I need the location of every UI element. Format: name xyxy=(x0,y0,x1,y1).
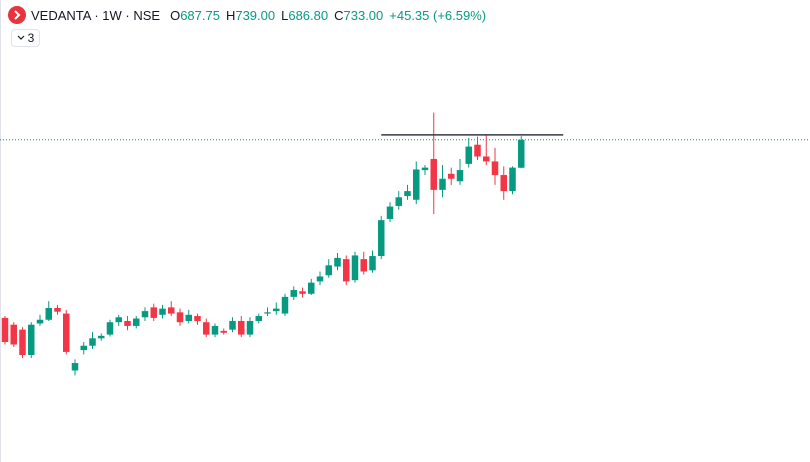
candle-body xyxy=(229,320,236,330)
close-label: C xyxy=(334,7,344,23)
candle-body xyxy=(159,308,166,315)
high-label: H xyxy=(225,7,236,23)
candle-body xyxy=(273,308,280,312)
candle-body xyxy=(71,363,79,371)
candle-body xyxy=(220,330,227,333)
candle-body xyxy=(133,318,140,326)
candle-body xyxy=(369,256,376,271)
candle-body xyxy=(439,178,446,190)
low-label: L xyxy=(281,7,289,23)
candle-body xyxy=(308,282,315,294)
candle-body xyxy=(474,144,481,157)
candle-body xyxy=(19,329,26,356)
candle-body xyxy=(430,158,437,190)
symbol[interactable]: VEDANTA · 1W · NSE xyxy=(31,7,161,23)
candle-body xyxy=(150,307,157,318)
candle-body xyxy=(28,324,35,356)
candle-body xyxy=(395,197,402,206)
candle-body xyxy=(378,220,385,257)
candle-body xyxy=(448,173,455,179)
candle-body xyxy=(98,335,105,339)
candle-body xyxy=(413,169,420,200)
candle-body xyxy=(404,191,411,197)
candle-body xyxy=(316,276,324,282)
candle-body xyxy=(483,156,490,162)
candle-body xyxy=(63,313,70,352)
candle-body xyxy=(80,345,87,351)
candle-body xyxy=(246,320,254,335)
candle-body xyxy=(54,308,61,312)
candle-body xyxy=(203,322,210,335)
candle-body xyxy=(386,206,394,219)
candle-body xyxy=(491,161,499,176)
candle-body xyxy=(299,291,306,294)
close-value: 733.00 xyxy=(343,7,384,23)
change: +45.35 (+6.59%) xyxy=(389,7,487,23)
candle-body xyxy=(238,320,245,335)
open-value: 687.75 xyxy=(180,7,220,23)
symbol-logo xyxy=(8,6,26,24)
candle-body xyxy=(500,175,507,192)
candle-body xyxy=(334,257,341,267)
candle-body xyxy=(264,312,271,314)
candle-body xyxy=(325,265,332,276)
candle-body xyxy=(465,146,472,164)
high-value: 739.00 xyxy=(235,7,276,23)
candle-body xyxy=(115,317,122,323)
candle-body xyxy=(141,311,149,318)
candle-body xyxy=(1,317,9,343)
candle-body xyxy=(343,259,350,282)
candle-body xyxy=(360,259,367,272)
candle-body xyxy=(456,170,464,182)
candle-body xyxy=(194,316,201,321)
candle-body xyxy=(36,319,44,324)
indicator-count: 3 xyxy=(27,31,35,45)
candle-body xyxy=(185,314,192,321)
low-value: 686.80 xyxy=(288,7,329,23)
candle-body xyxy=(10,324,17,345)
candle-body xyxy=(421,167,429,171)
candle-body xyxy=(509,167,516,192)
candle-body xyxy=(281,296,289,314)
candle-body xyxy=(351,255,359,281)
candle-body xyxy=(89,338,96,346)
candle-body xyxy=(168,307,175,314)
candle-body xyxy=(518,139,525,168)
candle-body xyxy=(290,290,297,297)
ohlc-legend: VEDANTA · 1W · NSE O 687.75 H 739.00 L 686.… xyxy=(8,6,486,24)
candle-body xyxy=(176,312,184,323)
candle-body xyxy=(124,320,131,326)
indicators-toggle[interactable]: 3 xyxy=(11,29,40,47)
candle-body xyxy=(211,325,219,335)
candle-body xyxy=(45,308,52,320)
candle-body xyxy=(255,316,262,321)
open-label: O xyxy=(170,7,181,23)
candle-body xyxy=(106,322,114,335)
